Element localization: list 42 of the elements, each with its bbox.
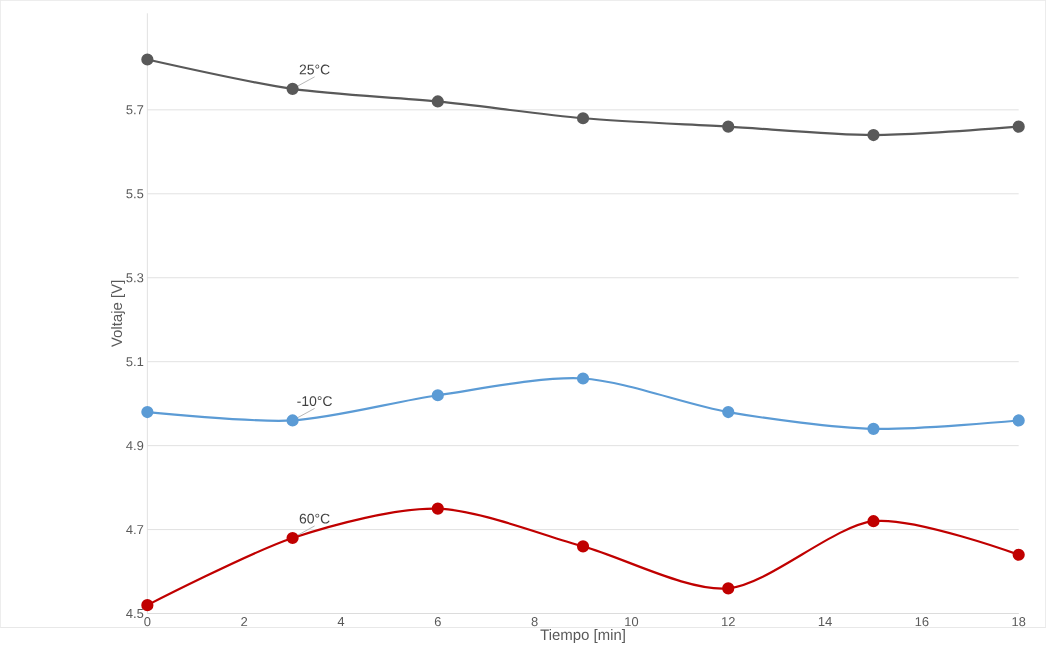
point (1012, 414, 1025, 427)
point (141, 53, 154, 66)
y-tick-label: 5.7 (126, 105, 144, 115)
series-label: -10°C (297, 396, 332, 406)
x-tick-label: 16 (915, 616, 929, 627)
point (576, 540, 590, 553)
point (867, 514, 880, 528)
x-tick-label: 0 (144, 616, 151, 627)
point (286, 531, 299, 544)
y-tick-label: 5.1 (126, 357, 144, 367)
point (1012, 120, 1025, 133)
series-label: 25°C (299, 64, 330, 75)
point (722, 405, 735, 418)
point (286, 414, 299, 427)
x-tick-label: 2 (241, 616, 248, 626)
y-tick-label: 4.9 (126, 440, 144, 451)
x-axis-title: Tiempo [min] (540, 628, 625, 643)
series-label: 60°C (299, 513, 330, 524)
y-tick-label: 4.5 (126, 608, 144, 618)
y-tick-label: 5.5 (126, 189, 144, 199)
point (431, 502, 444, 515)
x-tick-label: 18 (1012, 616, 1026, 627)
x-tick-label: 10 (625, 616, 639, 627)
x-tick-label: 8 (531, 616, 538, 627)
point (431, 95, 444, 108)
point (141, 405, 154, 418)
point (722, 582, 735, 595)
point (576, 111, 590, 125)
point (722, 120, 735, 133)
x-tick-label: 4 (337, 616, 345, 626)
y-axis-title: Voltaje [V] (111, 280, 125, 347)
point (867, 128, 880, 141)
point (867, 422, 880, 435)
point (576, 372, 590, 385)
point (286, 82, 299, 95)
x-tick-label: 12 (722, 616, 735, 626)
point (431, 389, 444, 402)
y-tick-label: 5.3 (126, 272, 144, 283)
y-tick-label: 4.7 (126, 524, 144, 534)
x-tick-label: 6 (434, 616, 441, 627)
point (1012, 548, 1025, 561)
x-tick-label: 14 (818, 616, 832, 626)
